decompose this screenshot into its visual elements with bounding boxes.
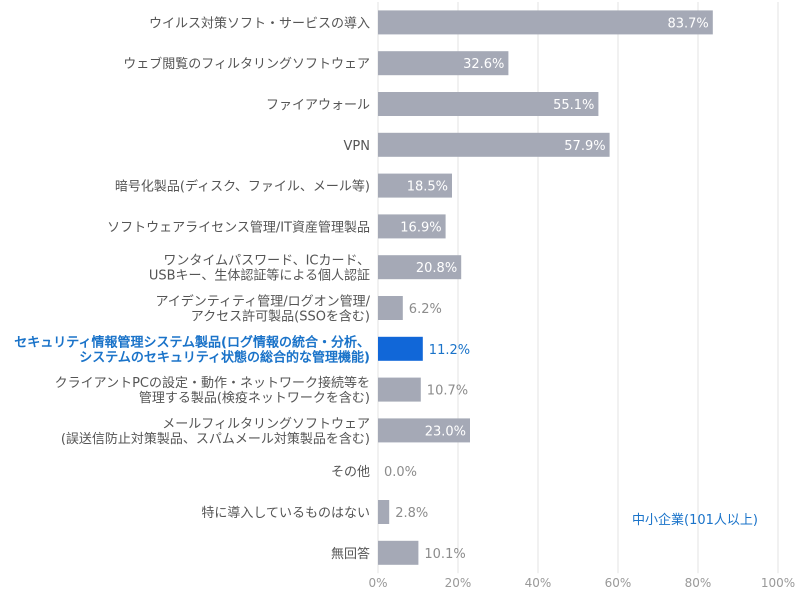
bar xyxy=(378,214,446,239)
bar xyxy=(378,377,421,402)
value-label: 83.7% xyxy=(667,16,708,31)
x-tick-label: 40% xyxy=(525,576,552,590)
category-label: ウイルス対策ソフト・サービスの導入 xyxy=(149,15,370,31)
category-label-line: ファイアウォール xyxy=(266,98,370,113)
bar xyxy=(378,336,423,361)
value-label: 2.8% xyxy=(395,506,428,521)
category-label-line: (誤送信防止対策製品、スパムメール対策製品を含む) xyxy=(61,431,370,447)
category-label: ファイアウォール xyxy=(266,98,370,113)
x-tick-label: 60% xyxy=(605,576,632,590)
category-label: セキュリティ情報管理システム製品(ログ情報の統合・分析、システムのセキュリティ状… xyxy=(14,334,370,365)
bar xyxy=(378,51,509,76)
category-label-line: セキュリティ情報管理システム製品(ログ情報の統合・分析、 xyxy=(14,334,370,350)
value-labels: 83.7% 32.6% 55.1% 57.9% 18.5% 16.9% 20.8% 6.2% 1… xyxy=(384,16,709,561)
value-label: 57.9% xyxy=(564,139,605,154)
chart-annotation: 中小企業(101人以上) xyxy=(632,513,758,528)
category-label-line: 無回答 xyxy=(331,546,370,562)
value-label: 55.1% xyxy=(553,98,594,113)
category-label: ワンタイムパスワード、ICカード、 USBキー、生体認証等による個人認証 xyxy=(149,254,370,284)
bar xyxy=(378,540,419,565)
bar xyxy=(378,92,599,116)
category-label: 特に導入しているものはない xyxy=(201,506,370,521)
category-label-line: クライアントPCの設定・動作・ネットワーク接続等を xyxy=(55,375,370,391)
category-label-line: ウェブ閲覧のフィルタリングソフトウェア xyxy=(123,56,370,72)
category-label-line: ウイルス対策ソフト・サービスの導入 xyxy=(149,15,370,31)
value-label: 10.1% xyxy=(424,547,465,562)
category-label-line: アクセス許可製品(SSOを含む) xyxy=(191,309,370,325)
category-label: VPN xyxy=(344,139,370,154)
value-label: 20.8% xyxy=(416,261,457,276)
value-label: 16.9% xyxy=(400,220,441,235)
x-tick-label: 20% xyxy=(445,576,472,590)
value-label: 0.0% xyxy=(384,465,417,480)
bar xyxy=(378,132,610,157)
category-label: 暗号化製品(ディスク、ファイル、メール等) xyxy=(115,179,370,195)
category-label: アイデンティティ管理/ログオン管理/アクセス許可製品(SSOを含む) xyxy=(155,294,370,325)
category-label-line: 特に導入しているものはない xyxy=(201,506,370,521)
bars xyxy=(378,10,713,565)
category-label: ウェブ閲覧のフィルタリングソフトウェア xyxy=(123,56,370,72)
category-label-line: 暗号化製品(ディスク、ファイル、メール等) xyxy=(115,179,370,195)
category-label: ソフトウェアライセンス管理/IT資産管理製品 xyxy=(107,219,370,235)
bar xyxy=(378,10,713,35)
bar xyxy=(378,500,390,524)
category-label-line: ソフトウェアライセンス管理/IT資産管理製品 xyxy=(107,219,370,235)
category-label-line: ワンタイムパスワード、ICカード、 xyxy=(163,254,370,269)
bar xyxy=(378,418,470,443)
x-tick-label: 0% xyxy=(368,576,387,590)
category-label-line: USBキー、生体認証等による個人認証 xyxy=(149,268,370,284)
value-label: 18.5% xyxy=(407,180,448,195)
value-label: 11.2% xyxy=(429,343,470,358)
category-label-line: VPN xyxy=(344,139,370,154)
value-label: 6.2% xyxy=(409,302,442,317)
x-axis-ticks: 0% 20% 40% 60% 80% 100% xyxy=(368,576,795,590)
category-labels: ウイルス対策ソフト・サービスの導入ウェブ閲覧のフィルタリングソフトウェアファイア… xyxy=(14,15,370,561)
category-label-line: アイデンティティ管理/ログオン管理/ xyxy=(155,294,370,310)
grid-lines xyxy=(377,2,779,574)
bar xyxy=(378,173,452,198)
category-label: メールフィルタリングソフトウェア(誤送信防止対策製品、スパムメール対策製品を含む… xyxy=(61,417,370,447)
category-label: その他 xyxy=(331,465,370,480)
category-label-line: メールフィルタリングソフトウェア xyxy=(162,417,370,432)
category-label-line: その他 xyxy=(331,465,370,480)
category-label: クライアントPCの設定・動作・ネットワーク接続等を管理する製品(検疫ネットワーク… xyxy=(55,375,370,406)
category-label-line: システムのセキュリティ状態の総合的な管理機能) xyxy=(79,349,370,365)
bar xyxy=(378,255,462,280)
value-label: 32.6% xyxy=(463,57,504,72)
bar xyxy=(378,296,403,320)
x-tick-label: 100% xyxy=(761,576,795,590)
value-label: 23.0% xyxy=(425,424,466,439)
value-label: 10.7% xyxy=(427,384,468,399)
category-label: 無回答 xyxy=(331,546,370,562)
x-tick-label: 80% xyxy=(685,576,712,590)
category-label-line: 管理する製品(検疫ネットワークを含む) xyxy=(139,390,370,406)
